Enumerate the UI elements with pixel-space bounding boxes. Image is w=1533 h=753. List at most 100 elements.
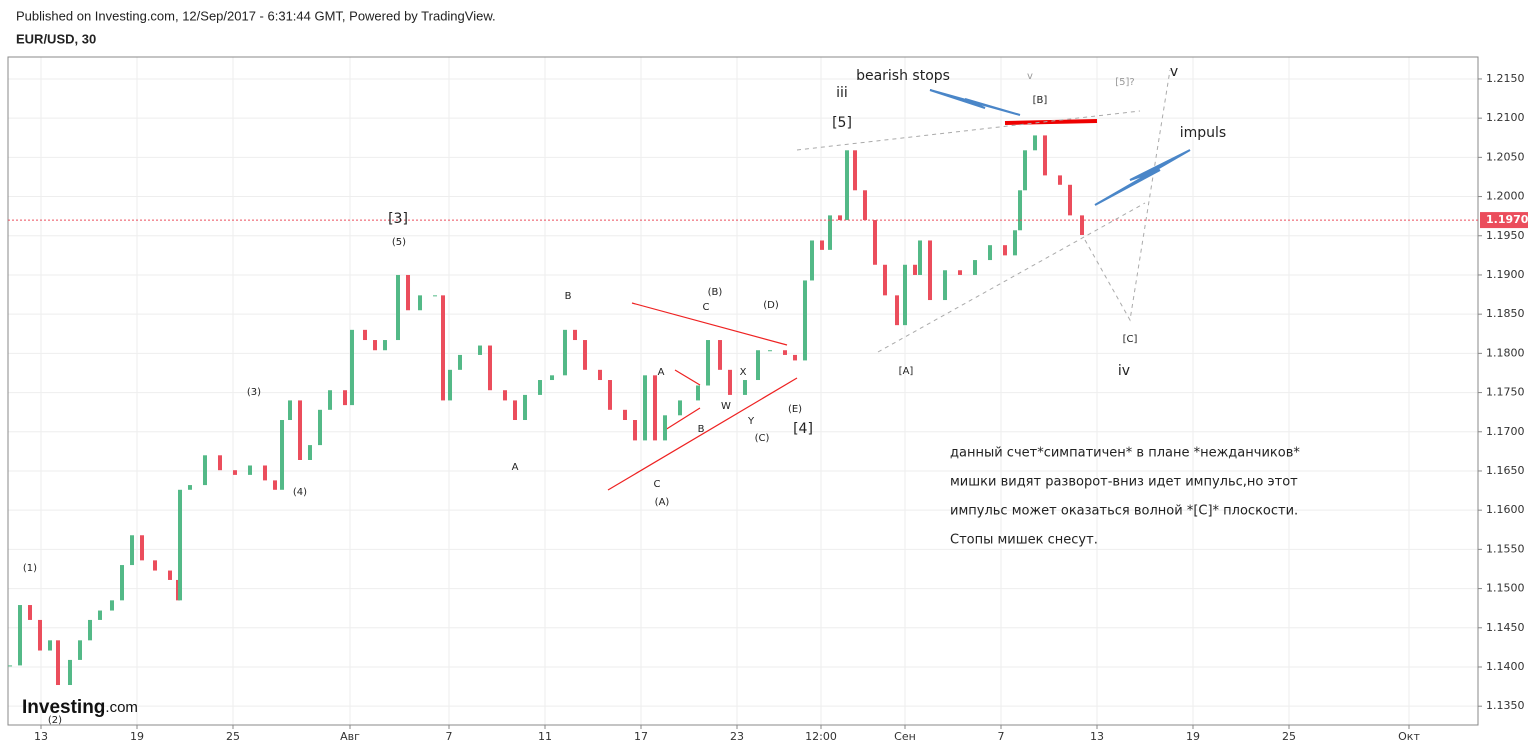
candle bbox=[756, 350, 760, 381]
candle bbox=[562, 329, 567, 376]
candle bbox=[328, 390, 333, 410]
grid bbox=[8, 57, 1478, 725]
y-tick-label: 1.1550 bbox=[1486, 542, 1525, 555]
candle bbox=[696, 385, 700, 401]
candle bbox=[913, 264, 918, 275]
dashed-path bbox=[1084, 69, 1171, 322]
y-tick-label: 1.1350 bbox=[1486, 699, 1525, 712]
candle bbox=[538, 380, 543, 395]
wave-label: [B] bbox=[1033, 95, 1048, 106]
x-tick-label: 11 bbox=[538, 730, 552, 743]
wave-label: iv bbox=[1118, 363, 1130, 379]
candle bbox=[273, 480, 277, 490]
candle bbox=[768, 350, 772, 352]
wave-label: v bbox=[1027, 71, 1033, 82]
y-tick-label: 1.1750 bbox=[1486, 386, 1525, 399]
comment-line: мишки видят разворот-вниз идет импульс,н… bbox=[950, 475, 1298, 490]
wave-label: [5]? bbox=[1115, 77, 1134, 88]
x-tick-label: 17 bbox=[634, 730, 648, 743]
candle bbox=[663, 415, 667, 441]
candle bbox=[280, 420, 285, 490]
wave-label: [4] bbox=[793, 421, 813, 437]
candle bbox=[139, 535, 144, 561]
wave-label: (4) bbox=[293, 487, 307, 498]
wave-label: C bbox=[654, 479, 661, 490]
candle bbox=[802, 280, 807, 361]
x-tick-label: 19 bbox=[130, 730, 144, 743]
candle bbox=[78, 640, 82, 660]
y-tick-label: 1.1700 bbox=[1486, 425, 1525, 438]
candle bbox=[448, 369, 453, 401]
candle bbox=[928, 240, 933, 301]
candle bbox=[1042, 135, 1047, 176]
candle bbox=[903, 264, 907, 326]
wave-label: bearish stops bbox=[856, 68, 950, 84]
candle bbox=[67, 659, 72, 686]
candle bbox=[382, 340, 387, 351]
x-tick-label: 25 bbox=[1282, 730, 1296, 743]
candle bbox=[153, 560, 157, 571]
candle bbox=[844, 150, 849, 221]
wave-label: B bbox=[565, 291, 572, 302]
x-tick-label: 13 bbox=[1090, 730, 1104, 743]
wave-label: (C) bbox=[755, 433, 770, 444]
candle bbox=[1012, 230, 1017, 256]
candle bbox=[363, 329, 367, 341]
candle bbox=[343, 390, 348, 406]
wave-label: (E) bbox=[788, 404, 802, 415]
candle bbox=[1057, 175, 1062, 185]
logo-brand: Investing bbox=[22, 697, 105, 718]
wave-label: B bbox=[698, 424, 705, 435]
candle bbox=[247, 465, 252, 475]
dashed-line bbox=[796, 110, 1141, 151]
candle bbox=[958, 270, 963, 275]
wave-label: W bbox=[721, 401, 731, 412]
last-price-box bbox=[1480, 212, 1528, 229]
candle bbox=[633, 420, 637, 441]
candle bbox=[598, 369, 603, 381]
candle bbox=[643, 375, 648, 441]
symbol: EUR/USD, 30 bbox=[16, 31, 96, 46]
wave-label: [5] bbox=[832, 115, 852, 131]
candle bbox=[742, 380, 747, 395]
wave-label: Y bbox=[747, 416, 755, 427]
y-tick-label: 1.1500 bbox=[1486, 582, 1525, 595]
wave-label: C bbox=[703, 302, 710, 313]
candle bbox=[418, 295, 423, 311]
x-tick-label: Сен bbox=[894, 730, 916, 743]
candle bbox=[973, 260, 978, 275]
candle bbox=[175, 579, 180, 601]
wave-label: (B) bbox=[708, 287, 723, 298]
candle bbox=[523, 394, 528, 421]
y-tick-label: 1.1400 bbox=[1486, 660, 1525, 673]
wave-label: impuls bbox=[1180, 125, 1226, 141]
candle bbox=[88, 619, 93, 641]
candle bbox=[97, 610, 102, 620]
candle bbox=[678, 400, 682, 416]
candle bbox=[1080, 215, 1084, 235]
wave-label: A bbox=[658, 367, 665, 378]
candle bbox=[550, 375, 555, 381]
wave-label: (2) bbox=[48, 715, 62, 726]
wave-label: [A] bbox=[899, 366, 914, 377]
wave-label: (D) bbox=[763, 300, 779, 311]
candle bbox=[607, 380, 612, 410]
candle bbox=[853, 150, 858, 191]
wave-label: (5) bbox=[392, 237, 406, 248]
candle bbox=[622, 409, 627, 421]
x-tick-label: 7 bbox=[446, 730, 453, 743]
candle bbox=[1033, 135, 1038, 151]
x-tick-label: 25 bbox=[226, 730, 240, 743]
candle bbox=[1068, 184, 1072, 216]
candle bbox=[513, 400, 517, 421]
candle bbox=[727, 369, 732, 395]
candle bbox=[120, 565, 124, 601]
trendline bbox=[631, 302, 788, 346]
candle bbox=[502, 390, 507, 401]
candle bbox=[478, 345, 483, 355]
x-tick-label: Окт bbox=[1398, 730, 1420, 743]
candle bbox=[988, 245, 993, 261]
candle bbox=[573, 329, 577, 341]
